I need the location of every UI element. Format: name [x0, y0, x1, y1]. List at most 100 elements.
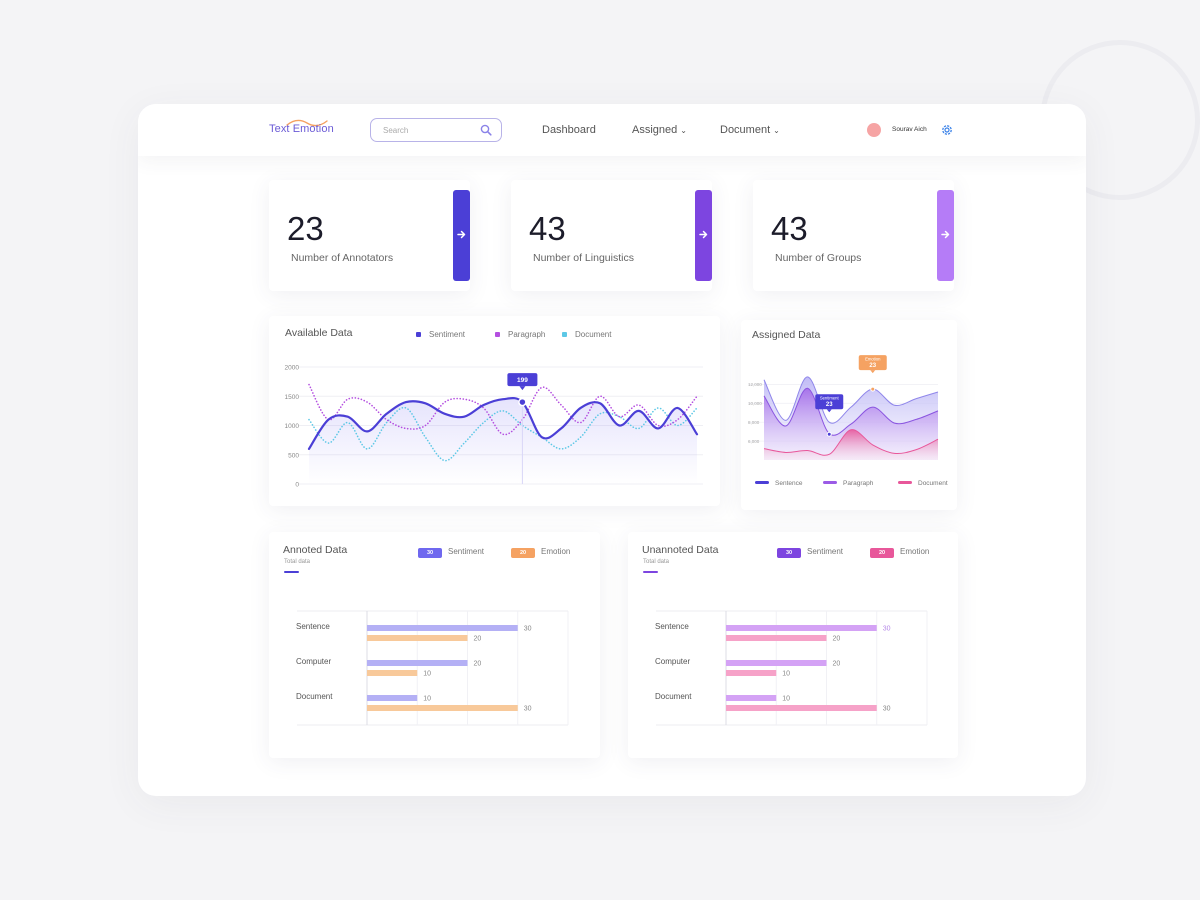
stat-label: Number of Groups: [775, 252, 862, 264]
y-tick-label: 8,000: [748, 420, 760, 425]
legend-sentiment[interactable]: 30 Sentiment: [418, 547, 484, 558]
stat-value: 43: [771, 210, 808, 247]
bar-sentiment[interactable]: [367, 625, 518, 631]
bar-sentiment[interactable]: [726, 625, 877, 631]
legend-paragraph[interactable]: Paragraph: [823, 480, 873, 487]
logo-wave-icon: [286, 119, 328, 127]
bar-sentiment[interactable]: [367, 695, 418, 701]
category-label: Document: [655, 692, 692, 701]
card-title: Available Data: [285, 327, 353, 339]
bar-emotion[interactable]: [726, 635, 827, 641]
search-box[interactable]: [370, 118, 502, 142]
category-label: Computer: [296, 657, 331, 666]
gear-icon[interactable]: [940, 123, 954, 137]
bar-value-label: 10: [782, 696, 790, 703]
legend-sentiment[interactable]: Sentiment: [416, 330, 465, 339]
area-line-sentence: [763, 376, 939, 424]
arrow-right-icon: [699, 230, 708, 239]
bar-value-label: 10: [423, 671, 431, 678]
linguistics-arrow-button[interactable]: [695, 190, 712, 281]
legend-document[interactable]: Document: [898, 480, 948, 487]
legend-label: Paragraph: [508, 330, 546, 339]
legend-swatch: [755, 481, 769, 484]
legend-emotion[interactable]: 20 Emotion: [511, 547, 570, 558]
legend-swatch: [495, 332, 500, 337]
legend-label: Sentence: [775, 480, 803, 487]
unannoted-data-bar-chart: Sentence 30 20 Computer 20 10 Document 10 30: [655, 610, 928, 726]
legend-emotion[interactable]: 20 Emotion: [870, 547, 929, 558]
search-icon[interactable]: [480, 124, 492, 136]
bar-emotion[interactable]: [726, 670, 777, 676]
annotators-arrow-button[interactable]: [453, 190, 470, 281]
assigned-data-card: Assigned Data 12,000 10,000 8,000 6,000 Sent…: [741, 320, 957, 510]
tooltip-label: Emotion: [865, 357, 881, 362]
bar-value-label: 30: [524, 706, 532, 713]
bar-sentiment[interactable]: [726, 695, 777, 701]
card-title: Assigned Data: [752, 329, 821, 341]
bar-emotion[interactable]: [726, 705, 877, 711]
tooltip-point[interactable]: [870, 386, 876, 392]
bar-emotion[interactable]: [367, 670, 418, 676]
legend-label: Sentiment: [429, 330, 466, 339]
series-line-paragraph: [308, 383, 698, 436]
legend-document[interactable]: Document: [562, 330, 611, 339]
user-name[interactable]: Sourav Aich: [892, 126, 927, 133]
bar-emotion[interactable]: [367, 705, 518, 711]
legend-badge: 20: [870, 548, 894, 558]
y-tick-label: 2000: [285, 365, 300, 372]
title-underline: [643, 571, 658, 573]
legend-label: Emotion: [541, 547, 571, 556]
bar-value-label: 10: [423, 696, 431, 703]
bar-value-label: 10: [782, 671, 790, 678]
bar-value-label: 30: [883, 626, 891, 633]
card-subtitle: Total data: [284, 559, 311, 565]
card-title: Unannoted Data: [642, 544, 719, 556]
bar-emotion[interactable]: [367, 635, 468, 641]
tooltip-box: [858, 355, 887, 371]
legend-swatch: [898, 481, 912, 484]
avatar[interactable]: [867, 123, 881, 137]
category-label: Sentence: [296, 622, 330, 631]
y-tick-label: 1500: [285, 394, 300, 401]
legend-paragraph[interactable]: Paragraph: [495, 330, 545, 339]
bar-sentiment[interactable]: [726, 660, 827, 666]
tooltip-point[interactable]: [826, 431, 832, 437]
y-tick-label: 500: [288, 452, 299, 459]
legend-swatch: [562, 332, 567, 337]
logo[interactable]: Text Emotion: [269, 117, 339, 141]
bar-value-label: 30: [524, 626, 532, 633]
tooltip-point[interactable]: [518, 397, 527, 407]
stat-label: Number of Annotators: [291, 252, 394, 264]
sentiment-area: [309, 398, 697, 484]
groups-arrow-button[interactable]: [937, 190, 954, 281]
tooltip-value: 23: [869, 363, 876, 369]
nav-assigned[interactable]: Assigned ⌄: [632, 124, 687, 136]
category-label: Document: [296, 692, 333, 701]
legend-swatch: [416, 332, 421, 337]
stat-card-linguistics: 43 Number of Linguistics: [511, 180, 712, 291]
legend-label: Emotion: [900, 547, 930, 556]
stat-card-groups: 43 Number of Groups: [753, 180, 954, 291]
nav-document-label: Document: [720, 124, 771, 136]
tooltip-box: [815, 394, 844, 410]
unannoted-data-card: Unannoted Data Total data 30 Sentiment 20…: [628, 532, 958, 758]
tooltip-value: 199: [517, 377, 528, 384]
nav-document[interactable]: Document ⌄: [720, 124, 780, 136]
app-window: Text Emotion Dashboard Assigned⌄ Documen…: [138, 104, 1086, 796]
legend-sentiment[interactable]: 30 Sentiment: [777, 547, 843, 558]
nav-dashboard[interactable]: Dashboard: [542, 124, 596, 136]
bar-sentiment[interactable]: [367, 660, 468, 666]
search-input[interactable]: [383, 124, 475, 137]
nav-assigned-label: Assigned: [632, 124, 678, 136]
category-label: Sentence: [655, 622, 689, 631]
legend-label: Document: [575, 330, 612, 339]
assigned-data-area-chart: 12,00010,0008,0006,000Sentiment23Emotion…: [748, 355, 939, 460]
legend-sentence[interactable]: Sentence: [755, 480, 802, 487]
legend-label: Sentiment: [807, 547, 844, 556]
area-document: [764, 429, 938, 460]
area-line-paragraph: [763, 387, 939, 436]
card-subtitle: Total data: [643, 559, 670, 565]
y-tick-label: 6,000: [748, 439, 760, 444]
series-line-document: [308, 406, 698, 462]
y-tick-label: 10,000: [748, 401, 762, 406]
